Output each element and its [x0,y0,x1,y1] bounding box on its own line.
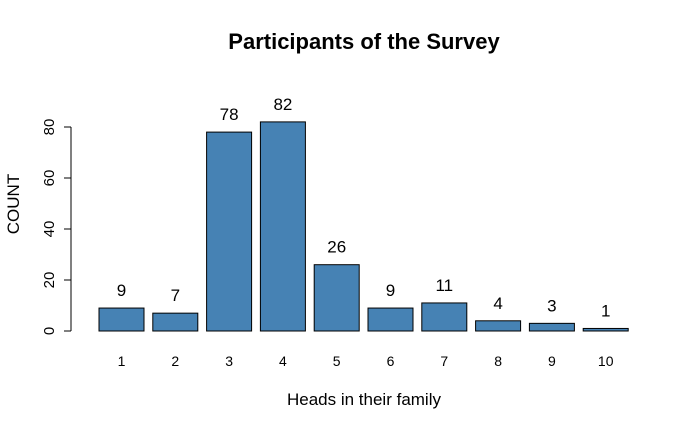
bar-2 [152,312,199,332]
x-category-label: 2 [171,353,179,369]
value-label: 9 [117,281,126,300]
y-tick-label: 40 [41,221,58,238]
y-tick-label: 80 [41,119,58,136]
bars [98,121,629,332]
value-label: 3 [547,296,556,315]
bar-9 [528,322,575,332]
x-category-label: 7 [440,353,448,369]
x-category-label: 8 [494,353,502,369]
y-tick-label: 20 [41,272,58,289]
value-label: 1 [601,301,610,320]
value-label: 26 [327,238,346,257]
value-label: 11 [435,276,453,295]
x-category-label: 1 [118,353,126,369]
bar-6 [367,307,414,332]
value-label: 4 [493,294,502,313]
x-category-label: 9 [548,353,556,369]
x-category-label: 5 [333,353,341,369]
x-category-label: 10 [598,353,614,369]
value-label: 7 [171,286,180,305]
value-label: 78 [220,105,239,124]
bar-4 [259,121,306,332]
value-label: 9 [386,281,395,300]
y-tick-label: 60 [41,170,58,187]
y-tick-label: 0 [41,327,58,335]
x-category-label: 6 [387,353,395,369]
y-axis-label: COUNT [4,174,23,234]
value-label: 82 [273,95,292,114]
bar-7 [421,302,468,332]
bar-10 [582,327,629,332]
x-category-label: 3 [225,353,233,369]
x-category-label: 4 [279,353,287,369]
bar-3 [206,131,253,332]
value-labels: 9 7 78 82 26 9 11 4 3 1 [117,95,611,321]
x-category-labels: 1 2 3 4 5 6 7 8 9 10 [118,353,614,369]
bar-5 [313,264,360,332]
chart-title: Participants of the Survey [228,29,500,54]
bar-8 [475,320,522,332]
y-axis: 0 20 40 60 80 [41,119,72,335]
x-axis-label: Heads in their family [287,390,442,409]
bar-1 [98,307,145,332]
